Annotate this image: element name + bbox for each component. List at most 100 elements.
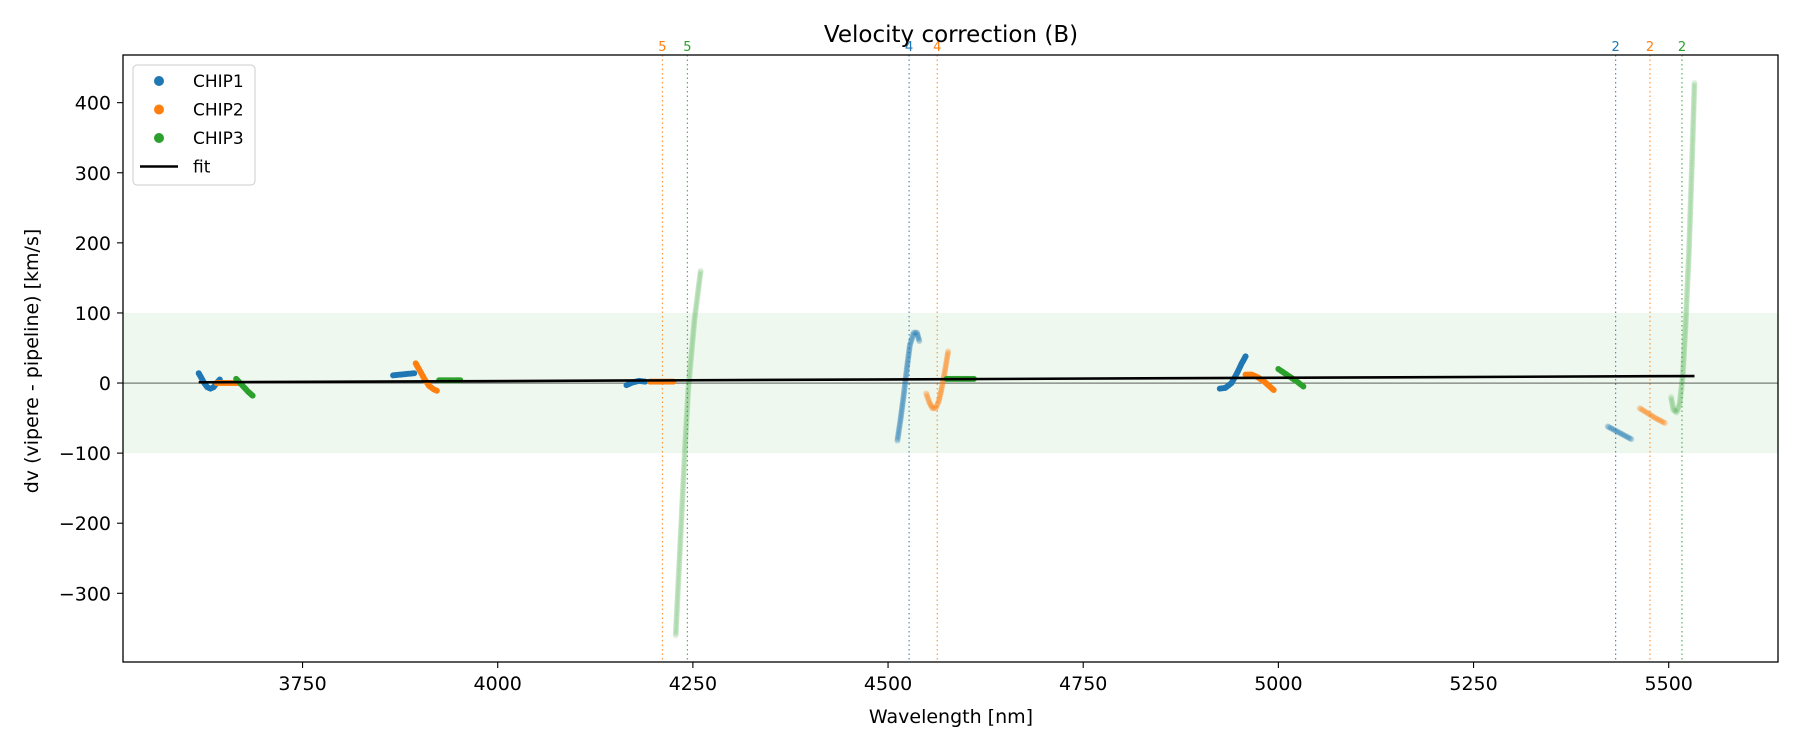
data-point	[1690, 125, 1697, 132]
data-point	[1681, 344, 1688, 351]
data-point	[688, 353, 695, 360]
data-point	[897, 418, 904, 425]
data-point	[1687, 213, 1694, 220]
data-point	[682, 435, 689, 442]
data-point	[672, 628, 679, 635]
data-point	[411, 370, 418, 377]
data-point	[696, 279, 703, 286]
data-point	[1685, 256, 1692, 263]
data-point	[673, 610, 680, 617]
x-tick-label: 5500	[1645, 673, 1693, 695]
data-point	[683, 419, 690, 426]
data-point	[1687, 215, 1694, 222]
y-tick-label: 0	[99, 373, 111, 395]
data-point	[1674, 407, 1681, 414]
data-point	[1688, 183, 1695, 190]
data-point	[681, 456, 688, 463]
data-point	[1680, 355, 1687, 362]
data-point	[676, 551, 683, 558]
data-point	[674, 587, 681, 594]
data-point	[1678, 384, 1685, 391]
data-point	[908, 336, 915, 343]
data-point	[906, 344, 913, 351]
fit-line	[198, 374, 1695, 384]
data-point	[677, 525, 684, 532]
series-chip2	[923, 348, 1668, 426]
legend-label: CHIP2	[193, 101, 244, 121]
data-point	[674, 600, 681, 607]
data-point	[1688, 173, 1695, 180]
data-point	[1685, 262, 1692, 269]
data-point	[693, 301, 700, 308]
data-point	[684, 396, 691, 403]
data-point	[1689, 151, 1696, 158]
data-point	[681, 451, 688, 458]
data-point	[901, 388, 908, 395]
y-axis-label: dv (vipere - pipeline) [km/s]	[21, 229, 43, 494]
data-point	[906, 342, 913, 349]
data-point	[681, 460, 688, 467]
data-point	[1643, 409, 1650, 416]
data-point	[1686, 229, 1693, 236]
data-point	[941, 371, 948, 378]
legend-label: CHIP3	[193, 129, 244, 149]
data-point	[680, 472, 687, 479]
data-point	[688, 346, 695, 353]
data-point	[903, 367, 910, 374]
data-point	[692, 309, 699, 316]
data-point	[676, 557, 683, 564]
data-point	[1607, 425, 1614, 432]
data-point	[905, 349, 912, 356]
data-point	[937, 389, 944, 396]
data-point	[676, 549, 683, 556]
data-point	[678, 523, 685, 530]
data-point	[909, 334, 916, 341]
data-point	[927, 402, 934, 409]
legend: CHIP1 CHIP2 CHIP3 fit	[132, 64, 256, 186]
data-point	[1690, 115, 1697, 122]
data-point	[1669, 403, 1676, 410]
data-point	[1686, 232, 1693, 239]
data-point	[697, 267, 704, 274]
data-point	[1683, 293, 1690, 300]
data-point	[1687, 203, 1694, 210]
data-point	[693, 299, 700, 306]
data-point	[929, 405, 936, 412]
data-point	[1682, 320, 1689, 327]
x-tick-label: 4000	[474, 673, 522, 695]
order-label: 4	[933, 40, 941, 55]
data-point	[689, 344, 696, 351]
data-point	[1687, 191, 1694, 198]
data-point	[1680, 353, 1687, 360]
data-point	[923, 390, 930, 397]
legend-label: fit	[193, 158, 211, 178]
data-point	[1685, 264, 1692, 271]
data-point	[926, 399, 933, 406]
data-point	[935, 400, 942, 407]
data-point	[936, 392, 943, 399]
data-point	[1681, 336, 1688, 343]
data-point	[676, 565, 683, 572]
data-point	[903, 366, 910, 373]
data-point	[927, 401, 934, 408]
data-point	[1676, 399, 1683, 406]
data-point	[1678, 382, 1685, 389]
data-point	[1688, 165, 1695, 172]
data-point	[673, 622, 680, 629]
data-point	[673, 626, 680, 633]
y-tick-label: −100	[59, 443, 111, 465]
data-point	[1652, 415, 1659, 422]
data-point	[944, 354, 951, 361]
data-point	[928, 403, 935, 410]
data-point	[674, 590, 681, 597]
data-point	[1650, 414, 1657, 421]
data-point	[900, 390, 907, 397]
data-point	[1688, 159, 1695, 166]
data-point	[1682, 330, 1689, 337]
data-point	[690, 324, 697, 331]
data-point	[925, 396, 932, 403]
data-point	[681, 454, 688, 461]
data-point	[915, 336, 922, 343]
